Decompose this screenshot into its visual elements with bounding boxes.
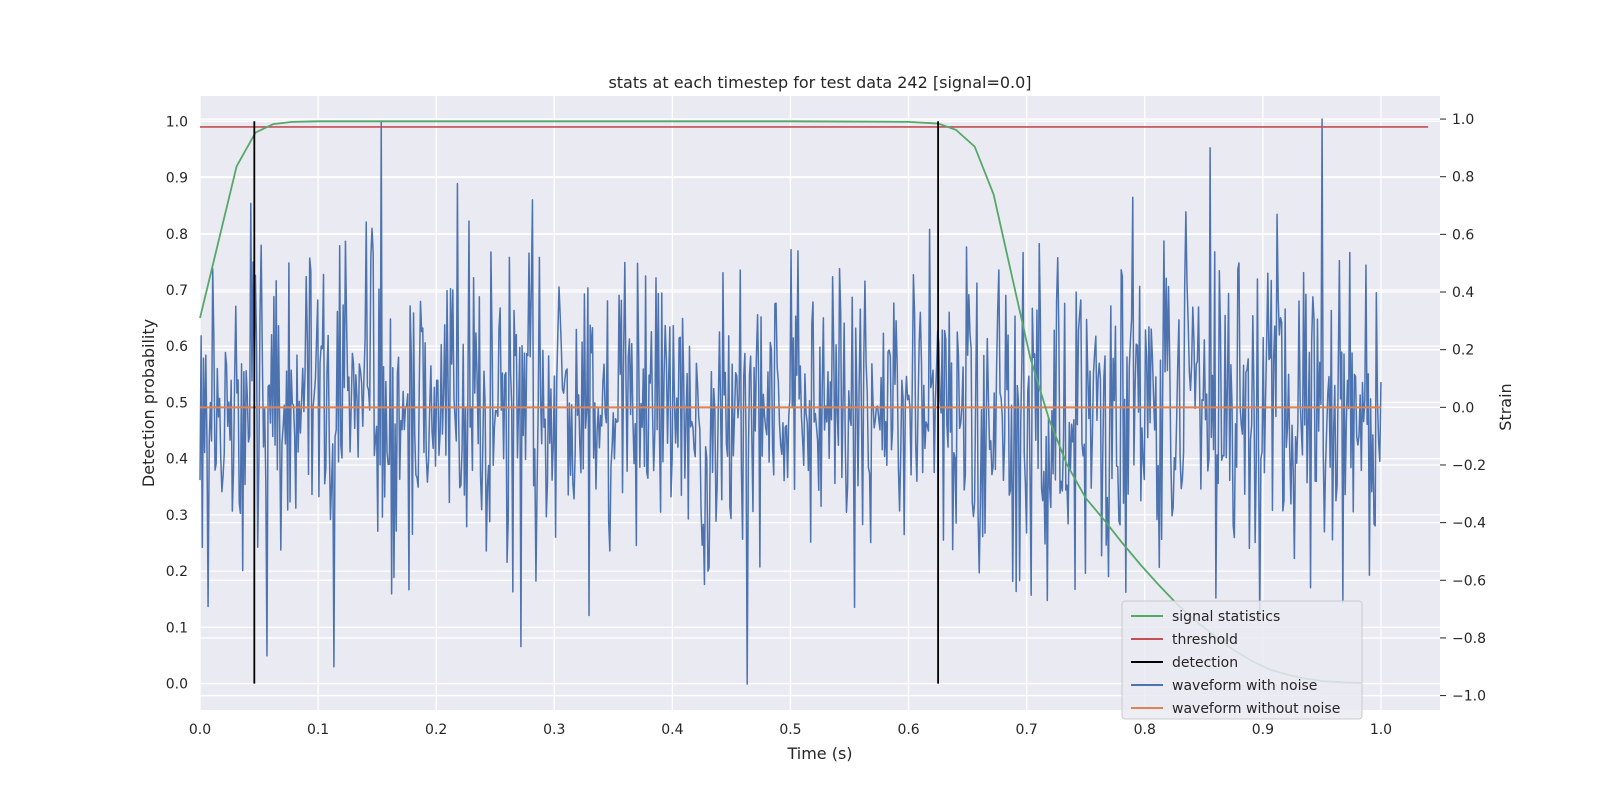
- y-tick-label-right: −0.6: [1452, 573, 1486, 589]
- y-tick-label-right: 1.0: [1452, 112, 1474, 128]
- x-tick-label: 1.0: [1370, 722, 1392, 738]
- y-tick-label-right: 0.6: [1452, 227, 1474, 243]
- x-tick-label: 0.6: [897, 722, 919, 738]
- legend: signal statistics threshold detection wa…: [1121, 600, 1363, 720]
- x-tick-label: 0.3: [543, 722, 565, 738]
- y-tick-label-right: −0.2: [1452, 458, 1486, 474]
- y-tick-label-left: 0.3: [166, 508, 188, 524]
- series-waveform-with-noise: [199, 118, 1382, 685]
- y-tick-label-left: 0.6: [166, 339, 188, 355]
- x-tick-label: 0.1: [307, 722, 329, 738]
- y-tick-label-right: 0.0: [1452, 400, 1474, 416]
- y-tick-label-right: 0.2: [1452, 343, 1474, 359]
- x-tick-label: 0.7: [1016, 722, 1038, 738]
- y-tick-label-left: 0.5: [166, 395, 188, 411]
- legend-label-detection: detection: [1172, 655, 1238, 671]
- tick-labels: 0.0 0.1 0.2 0.3 0.4 0.5 0.6 0.7 0.8 0.9 1.0 0.0 0.1 0…: [166, 112, 1486, 738]
- legend-label-waveform-with-noise: waveform with noise: [1172, 678, 1317, 694]
- y-tick-label-right: −0.8: [1452, 631, 1486, 647]
- y-tick-label-left: 0.8: [166, 227, 188, 243]
- y-tick-label-right: −1.0: [1452, 689, 1486, 705]
- legend-label-threshold: threshold: [1172, 632, 1238, 648]
- y-tick-label-left: 0.1: [166, 620, 188, 636]
- x-tick-label: 0.4: [661, 722, 683, 738]
- y-tick-label-right: 0.4: [1452, 285, 1474, 301]
- y-axis-label-left: Detection probability: [139, 319, 158, 487]
- y-tick-label-left: 0.4: [166, 452, 188, 468]
- y-axis-label-right: Strain: [1496, 383, 1515, 430]
- y-tick-label-right: −0.4: [1452, 516, 1486, 532]
- x-tick-label: 0.2: [425, 722, 447, 738]
- legend-box: [1121, 600, 1363, 720]
- chart-title: stats at each timestep for test data 242…: [608, 73, 1031, 92]
- x-tick-label: 0.9: [1252, 722, 1274, 738]
- y-tick-label-left: 0.2: [166, 564, 188, 580]
- series: [199, 118, 1429, 685]
- y-tick-label-left: 1.0: [166, 114, 188, 130]
- x-axis-label: Time (s): [786, 744, 852, 763]
- x-tick-label: 0.8: [1134, 722, 1156, 738]
- x-tick-label: 0.0: [189, 722, 211, 738]
- y-tick-label-left: 0.9: [166, 171, 188, 187]
- y-tick-label-left: 0.0: [166, 677, 188, 693]
- y-tick-label-left: 0.7: [166, 283, 188, 299]
- x-tick-label: 0.5: [779, 722, 801, 738]
- legend-label-waveform-without-noise: waveform without noise: [1172, 701, 1340, 717]
- y-tick-label-right: 0.8: [1452, 170, 1474, 186]
- legend-label-signal-statistics: signal statistics: [1172, 609, 1280, 625]
